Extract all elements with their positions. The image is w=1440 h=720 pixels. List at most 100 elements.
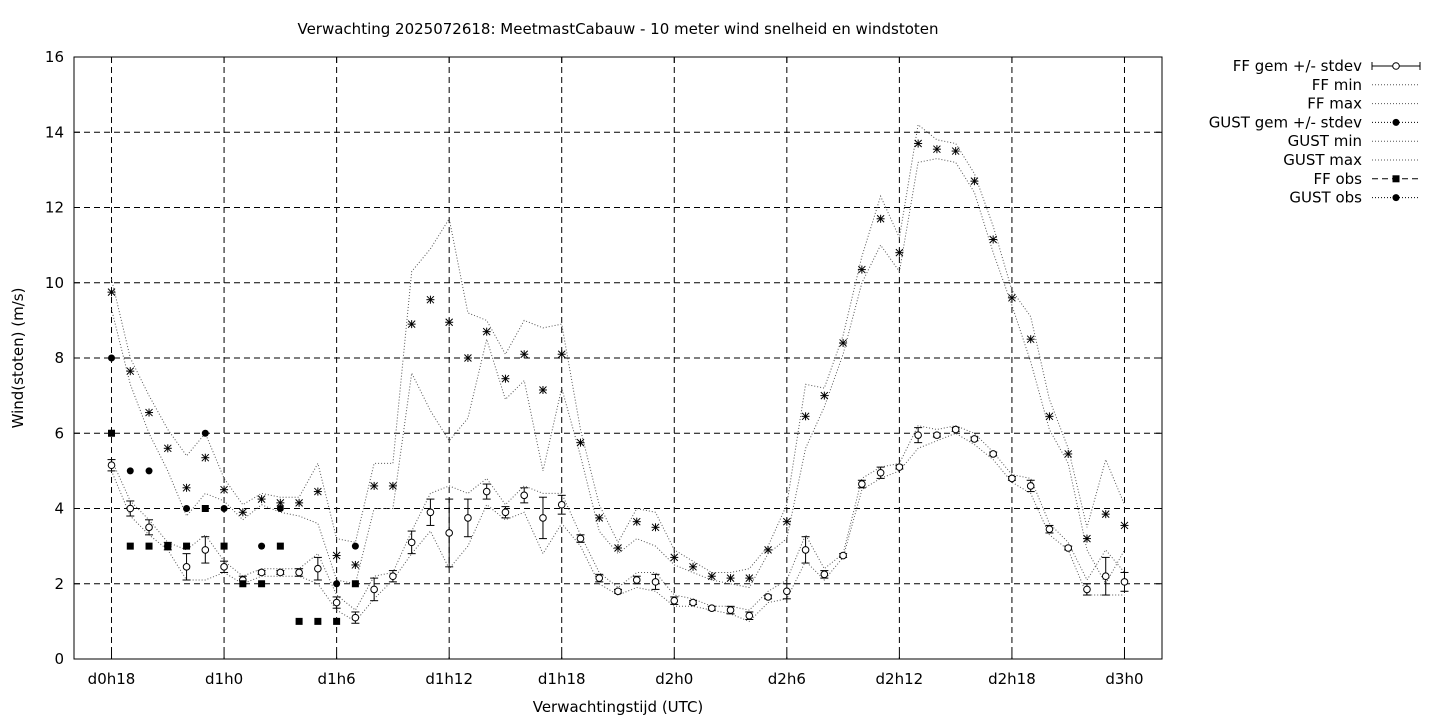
- point-gust-gem-stdev: [538, 385, 547, 394]
- point-gust-gem-stdev: [801, 412, 810, 421]
- chart-title: Verwachting 2025072618: MeetmastCabauw -…: [297, 20, 938, 38]
- point-gust-gem-stdev: [482, 327, 491, 336]
- data-points: [107, 139, 1129, 625]
- y-tick-label: 4: [54, 500, 64, 518]
- point-gust-obs: [183, 505, 191, 512]
- legend-label-ff-max: FF max: [1307, 95, 1362, 113]
- x-tick-label: d1h12: [425, 670, 473, 688]
- point-ff-gem-stdev: [839, 551, 847, 560]
- plot-frame: [73, 56, 1163, 660]
- y-axis-label: Wind(stoten) (m/s): [9, 288, 27, 429]
- x-tick-label: d1h6: [318, 670, 356, 688]
- point-ff-gem-stdev: [145, 523, 153, 532]
- x-tick-label: d0h18: [88, 670, 136, 688]
- point-ff-obs: [351, 580, 359, 588]
- point-ff-obs: [164, 542, 172, 550]
- point-ff-gem-stdev: [201, 546, 210, 554]
- point-gust-gem-stdev: [670, 553, 679, 562]
- x-tick-label: d1h0: [205, 670, 243, 688]
- point-gust-gem-stdev: [351, 560, 360, 569]
- legend-swatch-gust-gem-stdev: [1372, 118, 1420, 126]
- point-gust-gem-stdev: [914, 139, 923, 148]
- point-ff-obs: [258, 580, 266, 588]
- point-ff-obs: [276, 542, 284, 550]
- point-ff-gem-stdev: [876, 468, 885, 477]
- point-gust-gem-stdev: [707, 572, 716, 581]
- point-gust-gem-stdev: [1120, 521, 1129, 530]
- point-gust-obs: [145, 467, 153, 475]
- point-gust-gem-stdev: [445, 318, 454, 327]
- point-gust-gem-stdev: [595, 513, 604, 522]
- x-tick-label: d2h12: [876, 670, 924, 688]
- legend-swatch-ff-obs: [1372, 175, 1420, 183]
- legend-label-gust-max: GUST max: [1283, 151, 1362, 169]
- point-ff-gem-stdev: [520, 491, 529, 500]
- point-ff-gem-stdev: [1083, 585, 1091, 594]
- x-tick-label: d2h6: [768, 670, 806, 688]
- legend-label-ff-obs: FF obs: [1313, 170, 1362, 188]
- x-tick-label: d2h0: [655, 670, 693, 688]
- point-ff-obs: [201, 505, 209, 512]
- point-ff-gem-stdev: [745, 611, 754, 620]
- point-gust-gem-stdev: [726, 574, 735, 583]
- point-gust-gem-stdev: [501, 374, 510, 383]
- point-gust-gem-stdev: [689, 562, 698, 571]
- point-gust-gem-stdev: [238, 508, 247, 517]
- point-gust-gem-stdev: [220, 485, 229, 494]
- legend-label-gust-gem-stdev: GUST gem +/- stdev: [1209, 113, 1362, 131]
- point-ff-gem-stdev: [464, 514, 472, 522]
- point-ff-gem-stdev: [1026, 482, 1035, 490]
- x-axis-label: Verwachtingstijd (UTC): [533, 698, 704, 716]
- series-line-gust-max: [111, 123, 1125, 573]
- point-ff-gem-stdev: [389, 572, 397, 581]
- point-gust-gem-stdev: [426, 295, 435, 304]
- point-gust-gem-stdev: [839, 338, 848, 347]
- point-ff-gem-stdev: [295, 568, 303, 577]
- point-gust-gem-stdev: [163, 444, 172, 453]
- point-ff-gem-stdev: [783, 587, 791, 596]
- point-ff-gem-stdev: [914, 431, 922, 439]
- point-ff-obs: [239, 580, 247, 588]
- point-gust-gem-stdev: [932, 145, 941, 154]
- point-gust-gem-stdev: [782, 517, 791, 526]
- legend-label-gust-min: GUST min: [1288, 132, 1362, 150]
- point-gust-gem-stdev: [313, 487, 322, 496]
- legend-swatch-ff-gem-stdev: [1371, 62, 1421, 70]
- legend-swatch-gust-obs: [1372, 194, 1420, 202]
- point-gust-gem-stdev: [295, 498, 304, 507]
- point-ff-obs: [314, 617, 322, 625]
- axis-ticks: 0 2 4 6 8 10 12 14 16 d0h18 d1h0 d1h6 d1h12 d1h18 d2h0…: [45, 48, 1162, 688]
- point-gust-gem-stdev: [557, 350, 566, 359]
- point-ff-gem-stdev: [651, 578, 660, 586]
- point-gust-obs: [351, 542, 359, 550]
- point-gust-gem-stdev: [1045, 412, 1054, 421]
- point-gust-gem-stdev: [970, 177, 979, 186]
- point-gust-obs: [108, 354, 116, 362]
- point-gust-gem-stdev: [1007, 293, 1016, 302]
- point-ff-gem-stdev: [1064, 544, 1073, 552]
- point-ff-obs: [220, 542, 228, 550]
- point-gust-gem-stdev: [614, 544, 622, 553]
- y-tick-label: 8: [54, 349, 64, 367]
- point-ff-gem-stdev: [314, 564, 322, 573]
- point-gust-gem-stdev: [1082, 534, 1091, 543]
- point-gust-gem-stdev: [1101, 510, 1110, 519]
- point-ff-gem-stdev: [539, 514, 547, 522]
- point-ff-gem-stdev: [107, 461, 116, 470]
- point-ff-gem-stdev: [445, 529, 453, 537]
- point-gust-gem-stdev: [876, 214, 885, 223]
- point-ff-gem-stdev: [820, 570, 829, 579]
- legend-label-gust-obs: GUST obs: [1289, 189, 1362, 207]
- point-gust-gem-stdev: [276, 498, 285, 507]
- y-tick-label: 10: [45, 274, 64, 292]
- point-gust-gem-stdev: [989, 235, 998, 244]
- x-tick-label: d1h18: [538, 670, 586, 688]
- point-ff-gem-stdev: [951, 425, 960, 434]
- y-tick-label: 6: [54, 424, 64, 442]
- point-gust-gem-stdev: [126, 367, 135, 376]
- point-gust-obs: [258, 542, 266, 550]
- y-tick-label: 14: [45, 123, 64, 141]
- point-gust-gem-stdev: [257, 495, 266, 504]
- point-ff-gem-stdev: [1120, 578, 1129, 586]
- point-gust-gem-stdev: [1026, 335, 1035, 344]
